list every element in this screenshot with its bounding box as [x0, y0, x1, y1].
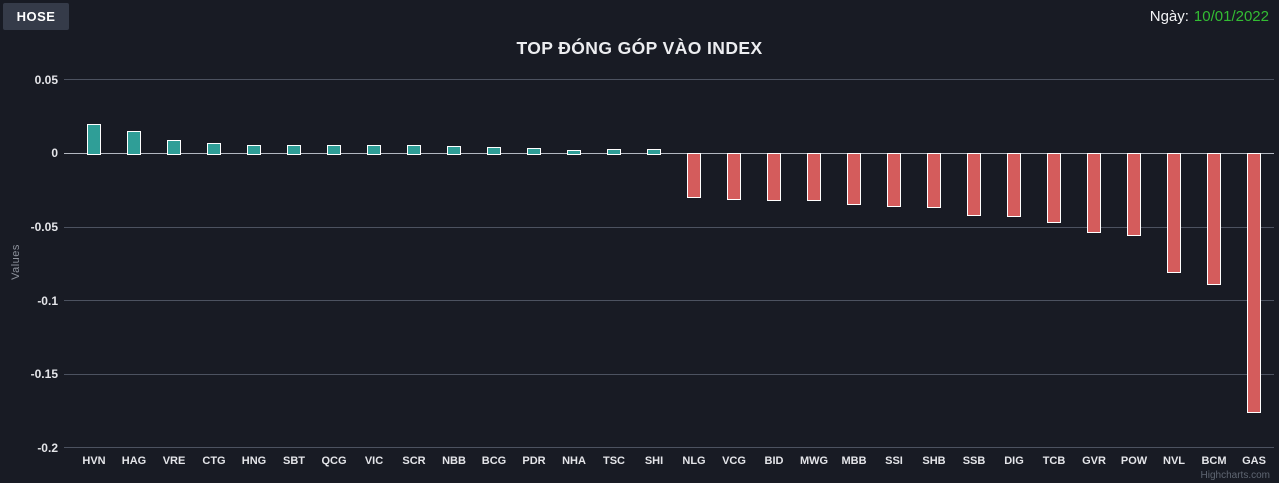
x-axis-label-MWG: MWG [799, 455, 829, 467]
bar-MBB[interactable] [847, 153, 861, 206]
bar-SSI[interactable] [887, 153, 901, 207]
bar-GAS[interactable] [1247, 153, 1261, 413]
y-axis-label: -0.2 [37, 440, 58, 455]
x-axis-label-NLG: NLG [682, 455, 706, 467]
bar-NHA[interactable] [567, 149, 581, 156]
x-axis-label-VIC: VIC [364, 455, 384, 467]
x-axis-label-BID: BID [764, 455, 784, 467]
bar-BID[interactable] [767, 153, 781, 202]
date-value: 10/01/2022 [1193, 8, 1269, 25]
x-axis-label-NBB: NBB [442, 455, 466, 467]
x-axis-label-BCM: BCM [1201, 455, 1227, 467]
x-axis-label-TSC: TSC [603, 455, 625, 467]
chart-title: TOP ĐÓNG GÓP VÀO INDEX [516, 38, 763, 58]
bar-VIC[interactable] [367, 145, 381, 156]
bar-PDR[interactable] [527, 147, 541, 156]
date-row: Ngày: 10/01/2022 [1150, 8, 1269, 25]
y-axis-label: -0.15 [30, 367, 58, 382]
x-axis-label-MBB: MBB [841, 455, 867, 467]
bar-NBB[interactable] [447, 146, 461, 156]
x-axis-label-SCR: SCR [402, 455, 426, 467]
bar-SBT[interactable] [287, 145, 301, 156]
date-label: Ngày: [1149, 8, 1189, 25]
x-axis-label-SHI: SHI [644, 455, 664, 467]
bar-VCG[interactable] [727, 153, 741, 200]
bar-MWG[interactable] [807, 153, 821, 202]
bar-VRE[interactable] [167, 140, 181, 156]
gridline [64, 226, 1274, 228]
x-axis-label-HAG: HAG [121, 455, 147, 467]
x-axis-label-GVR: GVR [1082, 455, 1106, 467]
bar-BCG[interactable] [487, 146, 501, 156]
bar-TCB[interactable] [1047, 153, 1061, 224]
x-axis-label-QCG: QCG [321, 455, 347, 467]
tab-hose[interactable]: HOSE [3, 3, 69, 30]
x-axis-label-HNG: HNG [241, 455, 267, 467]
x-axis-label-POW: POW [1120, 455, 1148, 467]
x-axis-label-SSI: SSI [885, 455, 903, 467]
gridline [64, 447, 1274, 449]
bar-SHI[interactable] [647, 148, 661, 156]
gridline [64, 300, 1274, 302]
bar-CTG[interactable] [207, 143, 221, 156]
bar-SSB[interactable] [967, 153, 981, 216]
x-axis-label-PDR: PDR [522, 455, 546, 467]
bar-QCG[interactable] [327, 145, 341, 156]
x-axis-label-VCG: VCG [722, 455, 746, 467]
bar-BCM[interactable] [1207, 153, 1221, 285]
gridline [64, 79, 1274, 81]
bar-NLG[interactable] [687, 153, 701, 199]
zero-gridline [64, 152, 1274, 154]
bar-NVL[interactable] [1167, 153, 1181, 274]
x-axis-label-BCG: BCG [481, 455, 507, 467]
y-axis-label: 0.05 [34, 72, 58, 87]
x-axis-label-SBT: SBT [283, 455, 305, 467]
y-axis-title: Values [10, 244, 22, 280]
bar-DIG[interactable] [1007, 153, 1021, 218]
x-axis-label-SHB: SHB [922, 455, 946, 467]
x-axis-label-CTG: CTG [202, 455, 226, 467]
x-axis-label-NVL: NVL [1163, 455, 1185, 467]
x-axis-label-VRE: VRE [162, 455, 186, 467]
gridline [64, 373, 1274, 375]
x-axis-label-TCB: TCB [1042, 455, 1066, 467]
x-axis-label-SSB: SSB [962, 455, 986, 467]
bar-SCR[interactable] [407, 145, 421, 156]
bar-SHB[interactable] [927, 153, 941, 209]
bar-HVN[interactable] [87, 123, 101, 156]
bar-HAG[interactable] [127, 131, 141, 156]
bar-HNG[interactable] [247, 144, 261, 156]
y-axis-label: 0 [51, 146, 58, 161]
y-axis-label: -0.1 [37, 293, 58, 308]
x-axis-label-DIG: DIG [1004, 455, 1024, 467]
bar-GVR[interactable] [1087, 153, 1101, 234]
bar-TSC[interactable] [607, 148, 621, 156]
x-axis-label-GAS: GAS [1242, 455, 1266, 467]
x-axis-label-HVN: HVN [82, 455, 106, 467]
highcharts-credit[interactable]: Highcharts.com [1200, 470, 1270, 481]
bar-POW[interactable] [1127, 153, 1141, 237]
x-axis-label-NHA: NHA [562, 455, 586, 467]
y-axis-label: -0.05 [30, 220, 58, 234]
